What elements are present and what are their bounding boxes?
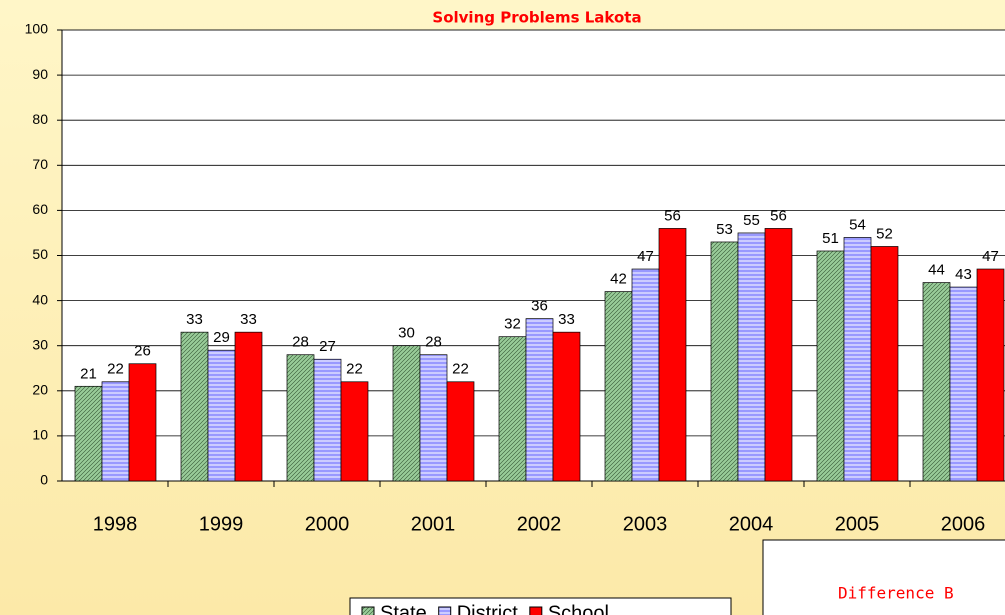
data-label: 56 xyxy=(664,207,681,224)
y-tick-label: 80 xyxy=(32,111,48,127)
data-label: 54 xyxy=(849,216,866,233)
y-tick-label: 70 xyxy=(32,156,48,172)
bar xyxy=(446,381,475,482)
bar xyxy=(234,331,263,482)
data-label: 26 xyxy=(134,343,151,360)
y-tick-label: 50 xyxy=(32,246,48,262)
data-label: 55 xyxy=(743,212,760,229)
bar xyxy=(498,336,527,482)
bar xyxy=(922,282,951,482)
legend-label: State xyxy=(380,602,427,615)
bar xyxy=(525,318,554,482)
bar xyxy=(207,349,236,482)
data-label: 22 xyxy=(452,361,469,378)
y-tick-label: 60 xyxy=(32,201,48,217)
data-label: 36 xyxy=(531,298,548,315)
x-tick-label: 2002 xyxy=(517,513,562,535)
legend-swatch xyxy=(529,606,543,615)
y-tick-label: 0 xyxy=(40,472,48,488)
legend-label: District xyxy=(457,602,519,615)
bar xyxy=(658,228,687,482)
x-tick-label: 2003 xyxy=(623,513,668,535)
bar xyxy=(552,331,581,482)
data-label: 30 xyxy=(398,325,415,342)
bar xyxy=(128,363,157,482)
legend-swatch xyxy=(361,606,375,615)
y-tick-label: 40 xyxy=(32,291,48,307)
bar xyxy=(764,228,793,482)
bar xyxy=(949,286,978,482)
data-label: 33 xyxy=(558,311,575,328)
bar xyxy=(710,241,739,482)
bar xyxy=(180,331,209,482)
bar xyxy=(419,354,448,482)
data-label: 47 xyxy=(637,248,654,265)
data-label: 33 xyxy=(240,311,257,328)
bar xyxy=(604,291,633,482)
data-label: 32 xyxy=(504,316,521,333)
data-label: 47 xyxy=(982,248,999,265)
bar xyxy=(870,246,899,482)
bar xyxy=(101,381,130,482)
x-tick-label: 2000 xyxy=(305,513,350,535)
data-label: 52 xyxy=(876,225,893,242)
x-tick-label: 2004 xyxy=(729,513,774,535)
y-tick-label: 90 xyxy=(32,66,48,82)
bar xyxy=(340,381,369,482)
chart-title: Solving Problems Lakota xyxy=(432,9,641,27)
y-tick-label: 10 xyxy=(32,427,48,443)
bar xyxy=(313,358,342,482)
bar xyxy=(843,237,872,482)
data-label: 28 xyxy=(425,334,442,351)
x-tick-label: 1998 xyxy=(93,513,138,535)
annotation-box xyxy=(762,539,1005,615)
bar xyxy=(816,250,845,482)
data-label: 53 xyxy=(716,221,733,238)
data-label: 29 xyxy=(213,329,230,346)
data-label: 51 xyxy=(822,230,839,247)
data-label: 33 xyxy=(186,311,203,328)
y-tick-label: 100 xyxy=(25,21,49,37)
y-tick-label: 30 xyxy=(32,336,48,352)
y-tick-label: 20 xyxy=(32,382,48,398)
data-label: 56 xyxy=(770,207,787,224)
data-label: 42 xyxy=(610,271,627,288)
bar xyxy=(286,354,315,482)
bar xyxy=(631,268,660,482)
data-label: 22 xyxy=(346,361,363,378)
data-label: 28 xyxy=(292,334,309,351)
bar xyxy=(976,268,1005,482)
data-label: 22 xyxy=(107,361,124,378)
x-tick-label: 2001 xyxy=(411,513,456,535)
x-tick-label: 2006 xyxy=(941,513,986,535)
bar xyxy=(392,345,421,482)
bar xyxy=(74,385,103,482)
bar xyxy=(737,232,766,482)
legend-label: School xyxy=(548,602,609,615)
data-label: 43 xyxy=(955,266,972,283)
data-label: 21 xyxy=(80,365,97,382)
x-tick-label: 2005 xyxy=(835,513,880,535)
data-label: 27 xyxy=(319,338,336,355)
annotation: Difference B xyxy=(838,584,954,603)
legend-swatch xyxy=(438,606,452,615)
data-label: 44 xyxy=(928,262,945,279)
x-tick-label: 1999 xyxy=(199,513,244,535)
